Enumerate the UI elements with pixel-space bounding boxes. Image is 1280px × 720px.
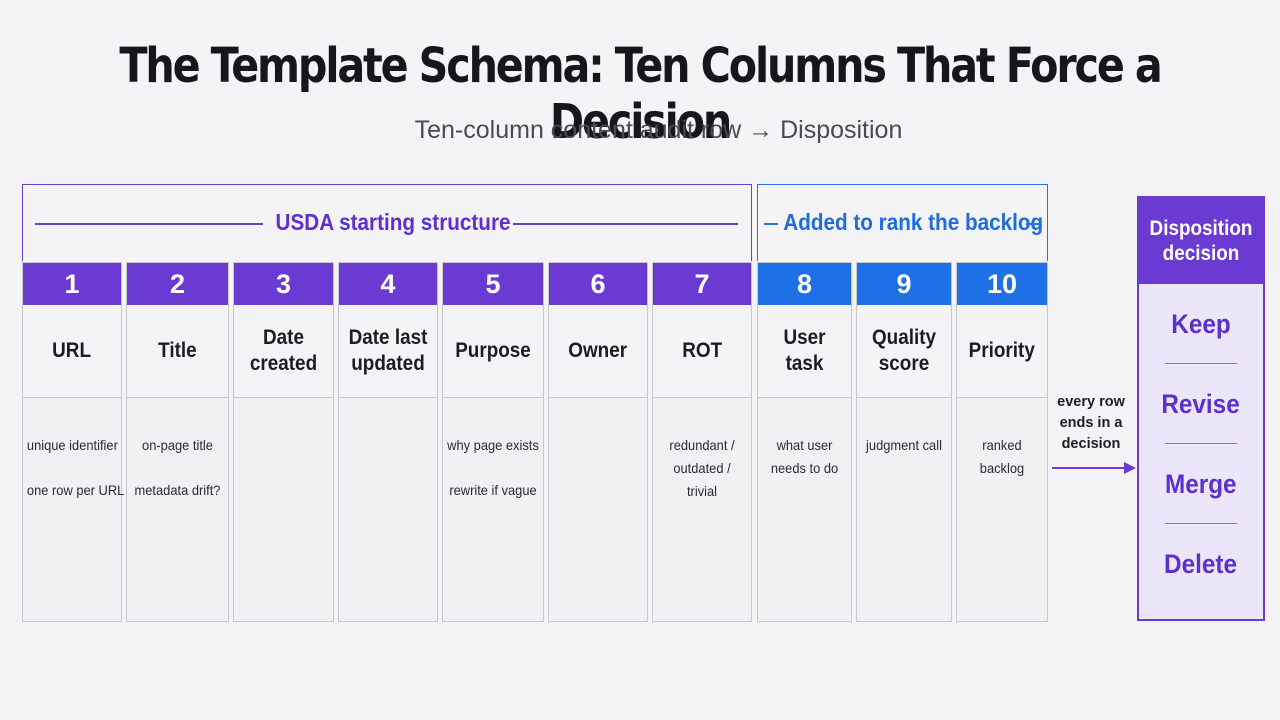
column-note: rewrite if vague <box>449 482 537 498</box>
page-title: The Template Schema: Ten Columns That Fo… <box>119 38 1162 150</box>
column-number: 9 <box>857 263 951 305</box>
column-note: judgment call <box>866 437 942 453</box>
column-number: 5 <box>443 263 543 305</box>
group-added-bracket: Added to rank the backlog <box>757 184 1048 261</box>
column-notes: why page exists rewrite if vague <box>443 398 543 502</box>
decision-option-delete: Delete <box>1164 548 1238 579</box>
arrow-label: every row ends in a decision <box>1057 394 1125 452</box>
group-added-line-right <box>1026 223 1040 225</box>
column-header: Purpose <box>443 305 543 398</box>
column-notes <box>339 398 437 434</box>
group-added-line-left <box>764 223 778 225</box>
column-header: Title <box>127 305 228 398</box>
column-header: Quality score <box>857 305 951 398</box>
decision-option-merge: Merge <box>1139 444 1263 524</box>
column-note: why page exists <box>447 437 539 453</box>
group-usda-line-right <box>513 223 738 225</box>
group-usda-bracket: USDA starting structure <box>22 184 752 261</box>
disposition-decision-title: Disposition decision <box>1139 198 1263 284</box>
column-number: 3 <box>234 263 333 305</box>
audit-column: 1 URL unique identifier one row per URL <box>22 262 125 622</box>
column-note: what user <box>776 437 833 453</box>
column-note: ranked <box>982 437 1022 453</box>
column-notes: what user needs to do <box>758 398 851 480</box>
audit-column: 6 Owner <box>548 262 648 622</box>
audit-column: 8 User task what user needs to do <box>757 262 852 622</box>
column-header: User task <box>758 305 851 398</box>
audit-column: 9 Quality score judgment call <box>856 262 952 622</box>
column-number: 8 <box>758 263 851 305</box>
column-note: outdated / <box>673 460 731 476</box>
column-note: one row per URL <box>26 482 125 498</box>
group-usda-line-left <box>35 223 263 225</box>
audit-column: 3 Date created <box>233 262 334 622</box>
column-notes: on-page title metadata drift? <box>127 398 228 502</box>
audit-column: 4 Date last updated <box>338 262 438 622</box>
column-note: metadata drift? <box>134 482 221 498</box>
column-number: 2 <box>127 263 228 305</box>
column-header: Owner <box>549 305 647 398</box>
column-header: ROT <box>653 305 751 398</box>
column-header: URL <box>23 305 121 398</box>
group-usda-label: USDA starting structure <box>275 209 511 235</box>
column-notes: unique identifier one row per URL <box>23 398 125 502</box>
column-number: 10 <box>957 263 1047 305</box>
column-header: Date last updated <box>339 305 437 398</box>
column-note: on-page title <box>142 437 213 453</box>
column-note: needs to do <box>770 460 839 476</box>
column-number: 4 <box>339 263 437 305</box>
column-notes: redundant / outdated / trivial <box>653 398 751 503</box>
column-notes <box>234 398 333 434</box>
column-note: unique identifier <box>26 437 118 453</box>
column-header: Date created <box>234 305 333 398</box>
column-header: Priority <box>957 305 1047 398</box>
column-notes: judgment call <box>857 398 951 457</box>
column-notes: ranked backlog <box>957 398 1047 480</box>
column-note: backlog <box>979 460 1025 476</box>
column-note: trivial <box>686 483 718 499</box>
page-subtitle: Ten-column content audit row → Dispositi… <box>414 116 903 144</box>
column-number: 6 <box>549 263 647 305</box>
column-note: redundant / <box>669 437 735 453</box>
audit-column: 2 Title on-page title metadata drift? <box>126 262 229 622</box>
arrow-right-icon <box>1052 462 1136 474</box>
audit-column: 10 Priority ranked backlog <box>956 262 1048 622</box>
audit-column: 5 Purpose why page exists rewrite if vague <box>442 262 544 622</box>
disposition-decision-panel: Disposition decision Keep Revise Merge D… <box>1137 196 1265 621</box>
group-added-label: Added to rank the backlog <box>783 209 1044 235</box>
audit-column: 7 ROT redundant / outdated / trivial <box>652 262 752 622</box>
decision-option-revise: Revise <box>1139 364 1263 444</box>
column-notes <box>549 398 647 434</box>
column-number: 1 <box>23 263 121 305</box>
decision-option-keep: Keep <box>1139 284 1263 364</box>
column-number: 7 <box>653 263 751 305</box>
